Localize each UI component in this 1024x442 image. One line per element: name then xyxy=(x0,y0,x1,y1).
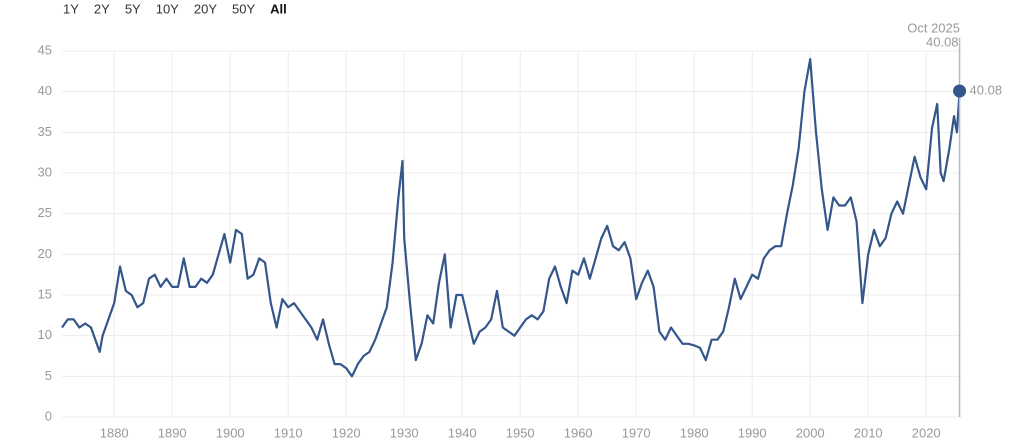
x-tick-label: 2000 xyxy=(796,425,825,440)
x-tick-label: 2010 xyxy=(854,425,883,440)
x-tick-label: 1950 xyxy=(506,425,535,440)
y-tick-label: 15 xyxy=(38,286,52,301)
x-tick-label: 1890 xyxy=(158,425,187,440)
x-tick-label: 1980 xyxy=(680,425,709,440)
range-button[interactable]: 2Y xyxy=(94,1,110,16)
annotation-date: Oct 2025 xyxy=(907,20,960,35)
x-tick-label: 1960 xyxy=(564,425,593,440)
y-tick-label: 40 xyxy=(38,83,52,98)
y-tick-label: 5 xyxy=(45,368,52,383)
x-tick-label: 1910 xyxy=(274,425,303,440)
y-tick-label: 45 xyxy=(38,42,52,57)
x-tick-label: 1970 xyxy=(622,425,651,440)
x-tick-label: 1880 xyxy=(100,425,129,440)
y-tick-label: 20 xyxy=(38,246,52,261)
range-button[interactable]: All xyxy=(270,1,287,16)
x-tick-label: 1900 xyxy=(216,425,245,440)
range-button[interactable]: 50Y xyxy=(232,1,255,16)
last-point xyxy=(953,84,967,98)
y-tick-label: 25 xyxy=(38,205,52,220)
range-button[interactable]: 5Y xyxy=(125,1,141,16)
annotation-value: 40.08 xyxy=(926,34,959,49)
y-tick-label: 10 xyxy=(38,327,52,342)
range-button[interactable]: 10Y xyxy=(156,1,179,16)
x-tick-label: 1940 xyxy=(448,425,477,440)
x-tick-label: 2020 xyxy=(912,425,941,440)
series-line xyxy=(61,58,961,378)
y-tick-label: 35 xyxy=(38,124,52,139)
y-tick-label: 0 xyxy=(45,408,52,423)
range-button[interactable]: 1Y xyxy=(63,1,79,16)
x-tick-label: 1990 xyxy=(738,425,767,440)
range-button[interactable]: 20Y xyxy=(194,1,217,16)
x-tick-label: 1920 xyxy=(332,425,361,440)
y-tick-label: 30 xyxy=(38,164,52,179)
last-value-label: 40.08 xyxy=(970,82,1003,97)
x-tick-label: 1930 xyxy=(390,425,419,440)
